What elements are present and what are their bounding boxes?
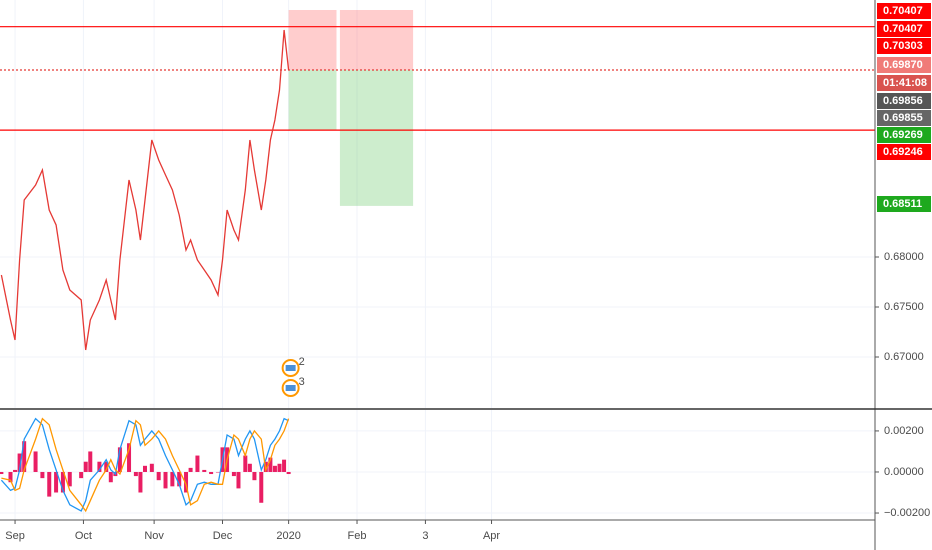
target-zone [288,70,337,131]
y-tick-label: 0.67500 [884,301,924,313]
x-tick-label: Sep [5,530,25,542]
histogram-bar [209,471,214,475]
histogram-bar [156,471,161,481]
histogram-bar [247,463,252,472]
histogram-bar [60,471,65,493]
event-flag [285,385,296,391]
series-line [1,417,290,513]
histogram-bar [202,469,207,472]
histogram-bar [33,451,38,472]
histogram-bar [97,461,102,472]
x-tick-label: Oct [75,530,92,542]
price-label: 0.68511 [883,198,922,210]
price-label-box [877,93,931,109]
price-label: 0.70407 [883,23,923,35]
histogram-bar [277,463,282,472]
histogram-bar [259,471,264,503]
histogram-bar [286,471,291,475]
histogram-bar [79,471,84,479]
histogram-bar [40,471,45,479]
histogram-bar [268,457,273,472]
histogram-bar [215,471,220,473]
y-tick-label: 0.00200 [884,425,924,437]
histogram-bar [177,471,182,487]
price-label: 0.69870 [883,59,923,71]
y-tick-label: 0.68000 [884,251,924,263]
x-tick-label: 3 [422,530,428,542]
histogram-bar [54,471,59,493]
series-line [0,29,290,351]
histogram-bar [195,455,200,472]
histogram-bar [184,471,189,493]
histogram-bar [243,455,248,472]
histogram-bar [13,469,18,472]
histogram-bar [83,461,88,472]
histogram-bar [138,471,143,493]
x-tick-label: Feb [348,530,367,542]
histogram-bar [252,471,257,481]
y-tick-label: 0.67000 [884,351,924,363]
histogram-bar [133,471,138,477]
price-label-box [877,75,931,91]
y-tick-label: −0.00200 [884,507,930,519]
price-label: 0.69856 [883,95,923,107]
histogram-bar [142,465,147,472]
histogram-bar [236,471,241,489]
histogram-bar [108,471,113,483]
histogram-bar [17,453,22,472]
price-label-box [877,21,931,37]
event-count: 2 [299,356,305,368]
histogram-bar [149,463,154,472]
target-zone [339,70,414,206]
price-label: 0.69855 [883,112,923,124]
histogram-bar [170,471,175,487]
histogram-bar [231,471,236,477]
x-tick-label: Apr [483,530,500,542]
price-label: 01:41:08 [883,77,927,89]
stop-zone [288,10,337,70]
stop-zone [339,10,414,70]
histogram-bar [127,443,132,472]
event-flag [285,365,296,371]
price-label: 0.69269 [883,129,923,141]
price-label-box [877,3,931,19]
histogram-bar [22,441,27,472]
histogram-bar [188,467,193,472]
x-tick-label: Dec [213,530,233,542]
price-label: 0.70303 [883,40,923,52]
price-label: 0.70407 [883,5,923,17]
event-count: 3 [299,376,305,388]
histogram-bar [117,447,122,472]
histogram-bar [0,471,4,475]
price-label-box [877,110,931,126]
x-tick-label: 2020 [276,530,300,542]
price-label-box [877,144,931,160]
price-label: 0.69246 [883,146,923,158]
histogram-bar [67,471,72,487]
histogram-bar [272,465,277,472]
x-tick-label: Nov [144,530,164,542]
price-label-box [877,127,931,143]
histogram-bar [8,471,13,483]
price-label-box [877,38,931,54]
price-label-box [877,57,931,73]
y-tick-label: 0.00000 [884,466,924,478]
histogram-bar [163,471,168,489]
histogram-bar [104,461,109,472]
histogram-bar [47,471,52,497]
histogram-bar [88,451,93,472]
histogram-bar [282,459,287,472]
price-label-box [877,196,931,212]
